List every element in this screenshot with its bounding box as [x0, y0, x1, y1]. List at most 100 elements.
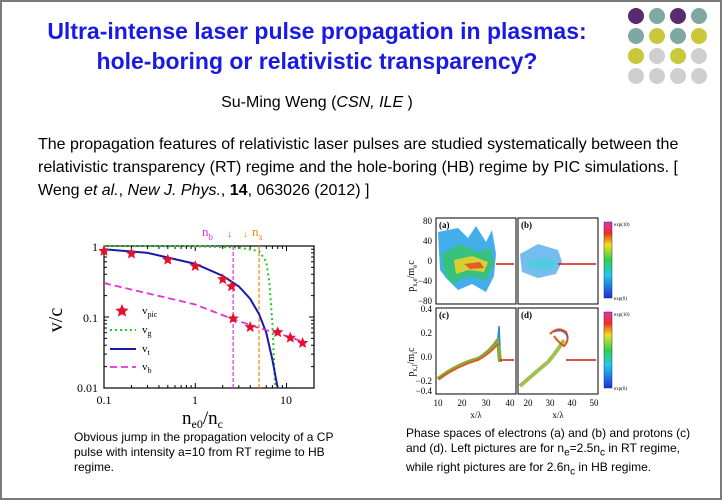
ylabel-protons: px,i/mic: [406, 347, 419, 377]
decor-dot: [670, 68, 686, 84]
decor-dot: [649, 8, 665, 24]
legend-vt: vt: [142, 343, 151, 357]
ytick-0.01: 0.01: [77, 381, 98, 395]
colorbar-top-min: exp(0): [614, 297, 627, 302]
xtick-r30: 30: [546, 398, 556, 408]
vpic-point: [227, 312, 239, 324]
series-vg-line: [103, 245, 277, 389]
title-line-2: hole-boring or relativistic transparency…: [96, 48, 538, 74]
panel-c-data: [436, 325, 514, 381]
author-line: Su-Ming Weng (CSN, ILE ): [2, 94, 632, 112]
decor-dot: [670, 48, 686, 64]
decor-dot: [691, 8, 707, 24]
panel-d-data: [518, 328, 596, 388]
xtick-r40: 40: [568, 398, 578, 408]
decor-dot: [691, 68, 707, 84]
xtick-r50: 50: [590, 398, 600, 408]
vpic-point: [189, 260, 201, 272]
vpic-point: [217, 273, 229, 285]
ytick-0.0: 0.0: [421, 352, 433, 362]
slide-title: Ultra-intense laser pulse propagation in…: [2, 16, 632, 76]
ytick-40: 40: [423, 236, 433, 246]
xlabel-left: x/λ: [470, 410, 482, 420]
panel-b-data: [520, 244, 596, 278]
author-name: Su-Ming Weng (: [221, 94, 337, 111]
vpic-point: [271, 326, 284, 338]
decor-dot: [649, 48, 665, 64]
decor-dot: [628, 48, 644, 64]
nb-arrow: ↓: [227, 229, 232, 240]
colorbar-bottom: [603, 311, 613, 389]
ytick-m40: −40: [418, 276, 433, 286]
vpic-point: [225, 280, 238, 292]
caption-right: Phase spaces of electrons (a) and (b) an…: [406, 426, 691, 478]
vpic-point: [284, 331, 297, 343]
xtick-r20: 20: [524, 398, 534, 408]
panel-b-label: (b): [521, 220, 532, 230]
xtick-l10: 10: [434, 398, 444, 408]
vpic-point: [244, 321, 256, 332]
colorbar-bottom-max: exp(10): [614, 313, 630, 318]
ytick-80: 80: [423, 216, 433, 226]
panel-a-data: [438, 226, 514, 292]
legend-vg: vg: [142, 324, 152, 338]
ytick-0.4: 0.4: [421, 304, 433, 314]
caption-left: Obvious jump in the propagation velocity…: [74, 430, 334, 474]
abstract-etal: et al.: [83, 182, 119, 199]
chart-curves: [98, 245, 309, 389]
colorbar-top: [603, 221, 613, 299]
decor-dot: [691, 28, 707, 44]
ytick-m0.4: −0.4: [416, 386, 433, 396]
colorbar-bottom-min: exp(0): [614, 387, 627, 392]
ylabel-electrons: px,e/mec: [406, 260, 419, 292]
legend-vb: vb: [142, 361, 152, 375]
abstract-paragraph: The propagation features of relativistic…: [38, 133, 703, 202]
vpic-point: [296, 337, 309, 348]
series-vt-line: [103, 248, 279, 389]
vpic-point: [125, 247, 138, 259]
abstract-rest: , 063026 (2012) ]: [247, 182, 370, 199]
ytick-0.2: 0.2: [421, 328, 432, 338]
chart-ylabel: v/c: [45, 308, 67, 333]
ytick-1: 1: [92, 240, 98, 254]
phase-space-figure: px,e/mec px,i/mic 80 40 0 −40 −80 0.4 0.…: [406, 216, 630, 420]
decorative-dot-grid: [628, 8, 707, 84]
series-vb-line: [103, 282, 303, 343]
xtick-1: 1: [192, 393, 198, 407]
decor-dot: [691, 48, 707, 64]
author-affiliation: CSN, ILE: [336, 94, 404, 111]
ytick-m0.2: −0.2: [416, 376, 432, 386]
nx-label: nx: [252, 224, 264, 242]
nb-label: nb: [202, 224, 214, 242]
abstract-text: The propagation features of relativistic…: [38, 136, 679, 199]
ytick-m80: −80: [418, 296, 433, 306]
xtick-l40: 40: [506, 398, 516, 408]
abstract-comma1: ,: [118, 182, 128, 199]
author-close: ): [403, 94, 413, 111]
legend-vpic-marker: [115, 304, 129, 317]
decor-dot: [670, 8, 686, 24]
chart-xlabel: ne0/nc: [182, 408, 223, 428]
abstract-comma2: ,: [220, 182, 230, 199]
xtick-l30: 30: [482, 398, 492, 408]
xtick-0.1: 0.1: [97, 393, 112, 407]
decor-dot: [649, 28, 665, 44]
panel-d-label: (d): [521, 310, 532, 320]
velocity-chart: v/c nb nx ↓ ↓ 1 0.1 0.01 0.1 1 10 ne0/nc…: [45, 224, 315, 428]
colorbar-top-max: exp(10): [614, 223, 630, 228]
ytick-0.1: 0.1: [83, 311, 98, 325]
panel-c-frame: [435, 307, 517, 395]
legend-vpic: vpic: [142, 305, 158, 319]
vpic-point: [98, 245, 110, 256]
nx-arrow: ↓: [243, 229, 248, 240]
xtick-l20: 20: [458, 398, 468, 408]
decor-dot: [628, 8, 644, 24]
decor-dot: [670, 28, 686, 44]
chart-legend: vpic vg vt vb: [110, 304, 158, 375]
decor-dot: [628, 28, 644, 44]
xtick-10: 10: [280, 393, 292, 407]
decor-dot: [628, 68, 644, 84]
vpic-point: [162, 253, 174, 265]
panel-c-label: (c): [439, 310, 449, 320]
